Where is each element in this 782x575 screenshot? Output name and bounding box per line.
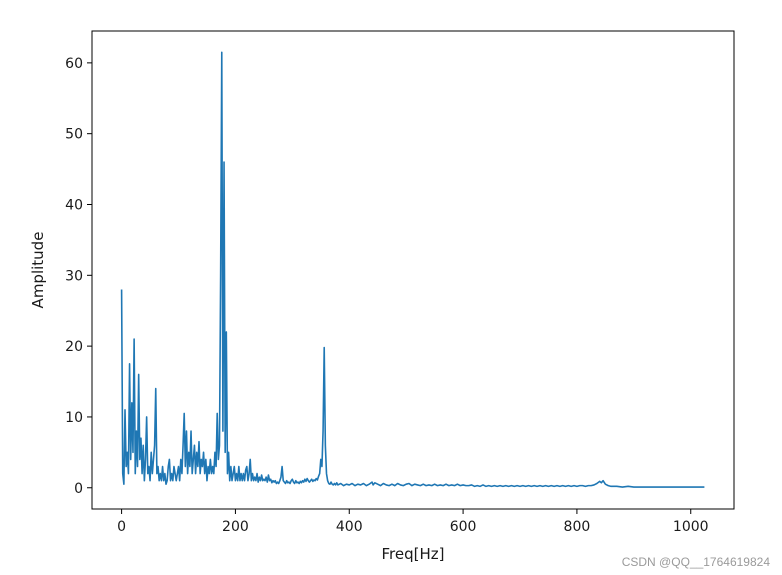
- x-tick-label: 600: [450, 519, 477, 535]
- y-tick-label: 30: [65, 268, 83, 284]
- x-tick-label: 400: [336, 519, 363, 535]
- y-tick-label: 60: [65, 56, 83, 72]
- y-axis-label: Amplitude: [29, 232, 47, 309]
- y-tick-label: 50: [65, 127, 83, 143]
- plot-area: [91, 30, 735, 510]
- x-tick-label: 0: [117, 519, 126, 535]
- watermark-text: CSDN @QQ__1764619824: [621, 555, 770, 569]
- x-tick-label: 200: [222, 519, 249, 535]
- x-axis-label: Freq[Hz]: [382, 545, 445, 563]
- x-tick-label: 800: [564, 519, 591, 535]
- x-tick-label: 1000: [673, 519, 709, 535]
- axes-frame: [91, 30, 735, 510]
- x-axis-ticks: 0 200 400 600 800 1000: [117, 509, 709, 535]
- y-tick-label: 0: [74, 481, 83, 497]
- y-axis-ticks: 0 10 20 30 40 50 60: [65, 56, 92, 497]
- y-tick-label: 10: [65, 410, 83, 426]
- y-tick-label: 20: [65, 339, 83, 355]
- y-tick-label: 40: [65, 197, 83, 213]
- amplitude-series-line: [120, 51, 705, 488]
